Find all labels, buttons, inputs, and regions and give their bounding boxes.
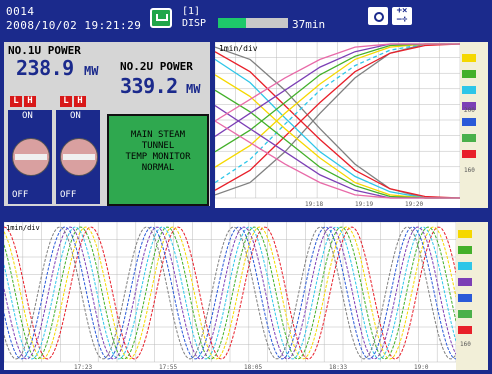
trend-series-line (3, 226, 457, 360)
trend-top-div-label: 1min/div (219, 44, 258, 53)
memory-time: 37min (292, 18, 326, 31)
channel-marker (458, 278, 472, 286)
power1-label: NO.1U POWER (8, 44, 81, 57)
channel-marker (462, 54, 476, 62)
time-label: 18:33 (329, 364, 347, 370)
power2-unit: MW (186, 82, 201, 96)
channel-marker (462, 70, 476, 78)
snapshot-icon[interactable] (368, 7, 388, 25)
time-label: 17:55 (159, 364, 177, 370)
display-icon[interactable] (150, 8, 172, 28)
trend-series-line (3, 226, 457, 360)
trend-plot-top: 19:18 19:19 19:20 200 160 (214, 41, 488, 208)
channel-marker (462, 102, 476, 110)
trend-series-line (214, 43, 460, 196)
power2-value: 339.2 (120, 74, 178, 98)
channel-marker (458, 326, 472, 334)
alarm-low-badge: L (10, 96, 22, 107)
display-name: DISP (182, 18, 207, 29)
trend-series-line (3, 226, 457, 360)
alarm-low-badge: L (60, 96, 72, 107)
mimic-panel: NO.1U POWER 238.9 MW NO.2U POWER 339.2 M… (4, 42, 210, 206)
time-label: 19:20 (405, 201, 423, 208)
trend-bottom-div-label: 1min/div (6, 224, 40, 232)
device-id: 0014 (6, 5, 35, 18)
channel-marker (462, 150, 476, 158)
time-label: 19:0 (414, 364, 429, 370)
alarm-high-badge: H (24, 96, 36, 107)
time-label: 19:19 (355, 201, 373, 208)
trend-chart-bottom: 17:23 17:55 18:05 18:33 19:0 160 1min/div (3, 221, 488, 371)
trend-series-line (214, 43, 460, 184)
trend-series-line (214, 43, 460, 122)
time-label: 19:18 (305, 201, 323, 208)
math-function-icon[interactable]: +× −÷ (392, 7, 412, 25)
trend-series-line (214, 51, 461, 199)
status-indicator: MAIN STEAM TUNNEL TEMP MONITOR NORMAL (107, 114, 209, 206)
display-index: [1] (182, 6, 201, 17)
time-label: 17:23 (74, 364, 92, 370)
channel-marker (462, 118, 476, 126)
status-bar: 0014 2008/10/02 19:21:29 [1] DISP 37min … (0, 0, 492, 40)
scale-label: 200 (464, 107, 475, 114)
power2-label: NO.2U POWER (120, 60, 193, 73)
switch-1[interactable]: ON OFF (8, 110, 52, 204)
trend-plot-bottom: 17:23 17:55 18:05 18:33 19:0 160 (3, 221, 488, 371)
channel-marker (458, 246, 472, 254)
datetime: 2008/10/02 19:21:29 (6, 19, 142, 32)
scale-label: 160 (464, 167, 475, 174)
memory-progress-bar (218, 18, 288, 28)
alarm-high-badge: H (74, 96, 86, 107)
channel-marker (458, 294, 472, 302)
switch-knob-icon[interactable] (12, 138, 50, 176)
trend-series-line (214, 120, 460, 199)
switch-2[interactable]: ON OFF (56, 110, 100, 204)
power1-unit: MW (84, 64, 99, 78)
power1-value: 238.9 (16, 56, 74, 80)
scale-label: 160 (460, 341, 471, 348)
channel-marker (462, 86, 476, 94)
trend-series-line (3, 226, 457, 360)
channel-marker (458, 310, 472, 318)
switch-knob-icon[interactable] (60, 138, 98, 176)
trend-series-line (3, 226, 457, 360)
memory-progress-fill (218, 18, 246, 28)
channel-marker (458, 230, 472, 238)
trend-series-line (3, 226, 457, 360)
trend-series-line (214, 43, 461, 191)
channel-marker (462, 134, 476, 142)
channel-marker (458, 262, 472, 270)
trend-chart-top: 19:18 19:19 19:20 200 160 1min/div (214, 41, 488, 208)
time-label: 18:05 (244, 364, 262, 370)
